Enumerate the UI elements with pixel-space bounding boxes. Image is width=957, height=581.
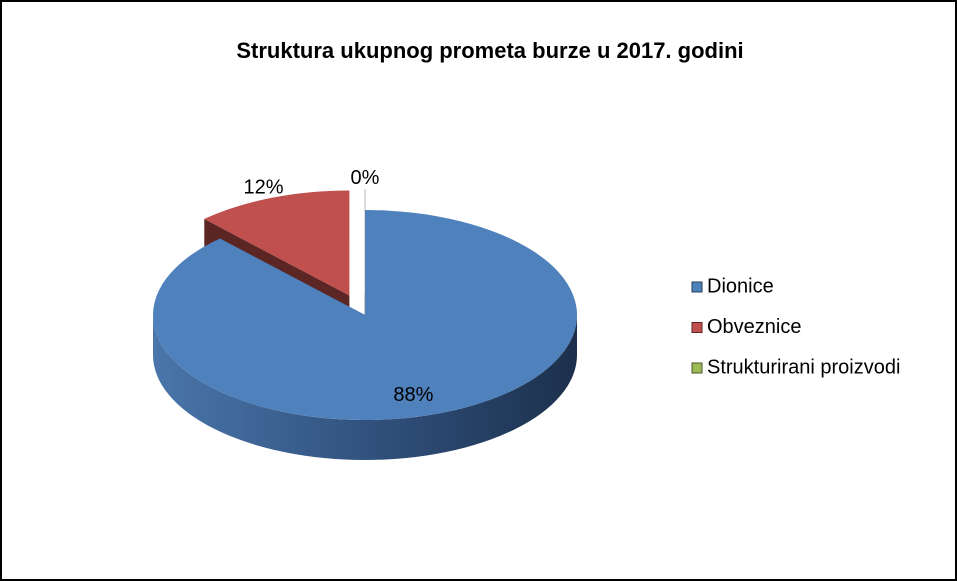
pie: 88% 12% 0% <box>152 167 578 460</box>
legend: Dionice Obveznice Strukturirani proizvodi <box>691 275 900 378</box>
legend-swatch <box>691 362 703 374</box>
legend-label: Strukturirani proizvodi <box>707 356 900 378</box>
data-label: 12% <box>244 176 284 198</box>
slice-side <box>153 315 577 460</box>
chart-title: Struktura ukupnog prometa burze u 2017. … <box>236 38 743 63</box>
slice <box>204 190 350 296</box>
legend-label: Obveznice <box>707 316 802 338</box>
slice <box>152 210 578 420</box>
legend-swatch <box>691 322 703 333</box>
legend-label: Dionice <box>707 275 774 297</box>
legend-swatch <box>691 281 703 293</box>
data-label: 88% <box>393 384 433 406</box>
data-label: 0% <box>351 167 380 189</box>
